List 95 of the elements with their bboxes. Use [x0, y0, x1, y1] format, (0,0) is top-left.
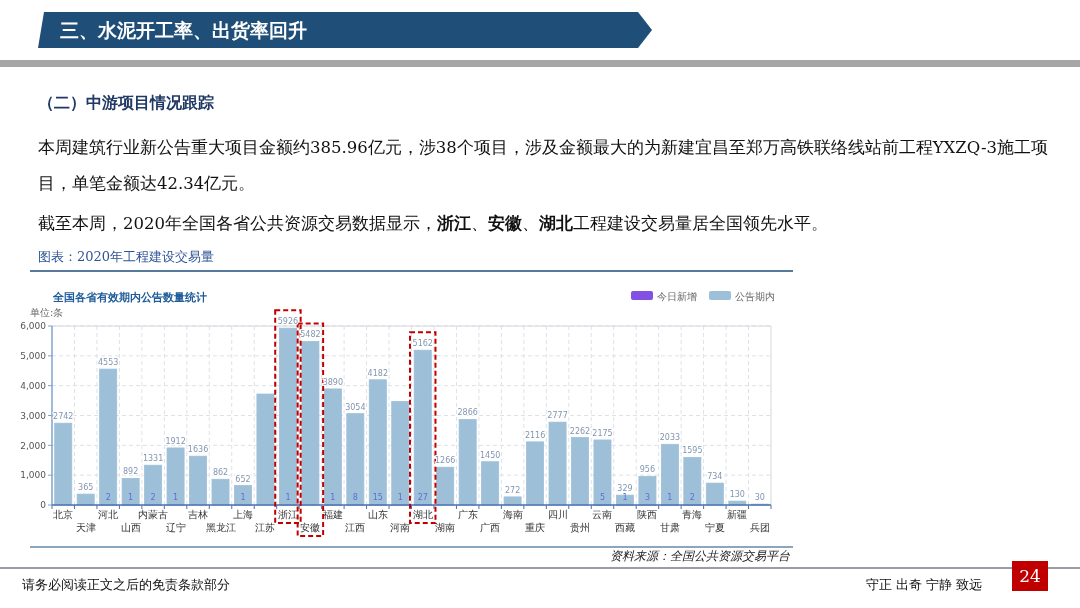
x-tick-label: 浙江 — [277, 509, 298, 520]
data-label: 3890 — [322, 377, 344, 387]
data-label: 1 — [173, 493, 179, 502]
data-label: 2866 — [457, 408, 478, 418]
x-tick-label: 四川 — [547, 509, 568, 520]
data-label: 1 — [330, 493, 336, 502]
x-tick-label: 安徽 — [300, 522, 321, 533]
x-tick-label: 广东 — [457, 509, 478, 520]
x-tick-label: 甘肃 — [659, 522, 680, 533]
text: 请务必阅读正文之后的免责条款部分 — [22, 576, 230, 594]
x-tick-label: 北京 — [53, 509, 74, 520]
text: 图表：2020年工程建设交易量 — [38, 248, 215, 266]
text: 三、水泥开工率、出货率回升 — [60, 18, 307, 42]
x-tick-label: 黑龙江 — [205, 522, 236, 533]
x-tick-label: 江西 — [345, 522, 366, 533]
x-tick-label: 湖南 — [435, 522, 456, 533]
y-tick-label: 2,000 — [20, 440, 47, 451]
data-label: 1 — [397, 493, 403, 502]
text: 本周建筑行业新公告重大项目金额约385.96亿元，涉38个项目，涉及金额最大的为新建宜昌至郑万高铁联络线站前工程YXZQ-3施工项目，单笔金额达42.34亿元。 — [38, 137, 1050, 195]
data-label: 1 — [285, 493, 291, 502]
x-tick-label: 广西 — [480, 522, 501, 533]
x-tick-label: 重庆 — [525, 522, 546, 533]
y-tick-label: 3,000 — [20, 410, 47, 421]
text: 截至本周，2020年全国各省公共资源交易数据显示，浙江、安徽、湖北工程建设交易量居全国领先水平。 — [38, 213, 828, 235]
text: 资料来源：全国公共资源交易平台 — [610, 548, 790, 564]
x-tick-label: 陕西 — [637, 509, 658, 520]
data-label: 1450 — [479, 450, 501, 460]
x-tick-label: 上海 — [232, 509, 253, 520]
data-label: 365 — [78, 483, 94, 493]
x-tick-label: 福建 — [322, 509, 343, 520]
data-label: 1595 — [682, 446, 703, 456]
data-label: 2116 — [524, 430, 546, 440]
data-label: 1636 — [187, 445, 209, 455]
data-label: 2777 — [547, 411, 568, 421]
x-tick-label: 山西 — [120, 522, 141, 533]
data-label: 329 — [617, 484, 633, 494]
text: （二）中游项目情况跟踪 — [38, 92, 214, 114]
data-label: 27 — [417, 493, 428, 502]
text: 守正 出奇 宁静 致远 — [866, 576, 983, 594]
data-label: 2 — [105, 493, 111, 502]
data-label: 892 — [123, 467, 139, 477]
data-label: 30 — [754, 493, 765, 503]
data-label: 272 — [504, 485, 521, 495]
x-tick-label: 贵州 — [570, 522, 591, 533]
x-tick-label: 宁夏 — [704, 522, 725, 533]
x-tick-label: 辽宁 — [165, 522, 186, 533]
x-tick-label: 青海 — [682, 509, 703, 520]
data-label: 2175 — [592, 428, 613, 438]
data-label: 1 — [667, 493, 673, 502]
data-label: 1 — [622, 493, 628, 502]
x-tick-label: 海南 — [502, 509, 523, 520]
data-label: 2033 — [659, 433, 681, 443]
data-label: 5926 — [277, 317, 299, 327]
x-tick-label: 河北 — [98, 509, 119, 520]
y-tick-label: 4,000 — [20, 380, 47, 391]
y-tick-label: 1,000 — [20, 470, 47, 481]
x-tick-label: 西藏 — [614, 522, 635, 533]
data-label: 8 — [352, 493, 358, 502]
legend-label: 公告期内 — [735, 290, 775, 302]
x-tick-label: 吉林 — [188, 509, 209, 520]
data-label: 5 — [599, 493, 606, 502]
data-label: 2 — [150, 493, 156, 502]
x-tick-label: 兵团 — [749, 522, 770, 533]
data-label: 4553 — [97, 358, 119, 368]
x-tick-label: 天津 — [75, 522, 96, 533]
data-label: 3 — [644, 493, 650, 502]
x-tick-label: 山东 — [367, 509, 388, 520]
data-label: 5162 — [412, 339, 433, 349]
x-tick-label: 云南 — [592, 509, 613, 520]
y-axis-title: 单位:条 — [30, 307, 64, 318]
y-tick-label: 5,000 — [20, 351, 47, 362]
legend-label: 今日新增 — [657, 290, 697, 302]
data-label: 1912 — [165, 436, 186, 446]
data-label: 4182 — [367, 368, 388, 378]
x-tick-label: 河南 — [390, 522, 411, 533]
data-label: 1 — [128, 493, 134, 502]
data-label: 1331 — [142, 454, 164, 464]
data-label: 15 — [372, 493, 383, 502]
data-label: 652 — [235, 474, 251, 484]
x-tick-label: 内蒙古 — [138, 509, 169, 520]
data-label: 2742 — [53, 412, 74, 422]
data-label: 2262 — [569, 426, 591, 436]
data-label: 734 — [707, 472, 723, 482]
y-tick-label: 0 — [40, 500, 47, 511]
y-tick-label: 6,000 — [20, 321, 47, 332]
data-label: 2 — [689, 493, 695, 502]
data-label: 956 — [639, 465, 656, 475]
x-tick-label: 江苏 — [255, 522, 276, 533]
x-tick-label: 湖北 — [412, 509, 433, 520]
chart-title: 全国各省有效期内公告数量统计 — [52, 291, 207, 304]
data-label: 862 — [212, 468, 229, 478]
data-label: 1 — [240, 493, 246, 502]
data-label: 130 — [729, 490, 745, 500]
data-label: 3054 — [345, 402, 366, 412]
x-tick-label: 新疆 — [727, 509, 748, 520]
